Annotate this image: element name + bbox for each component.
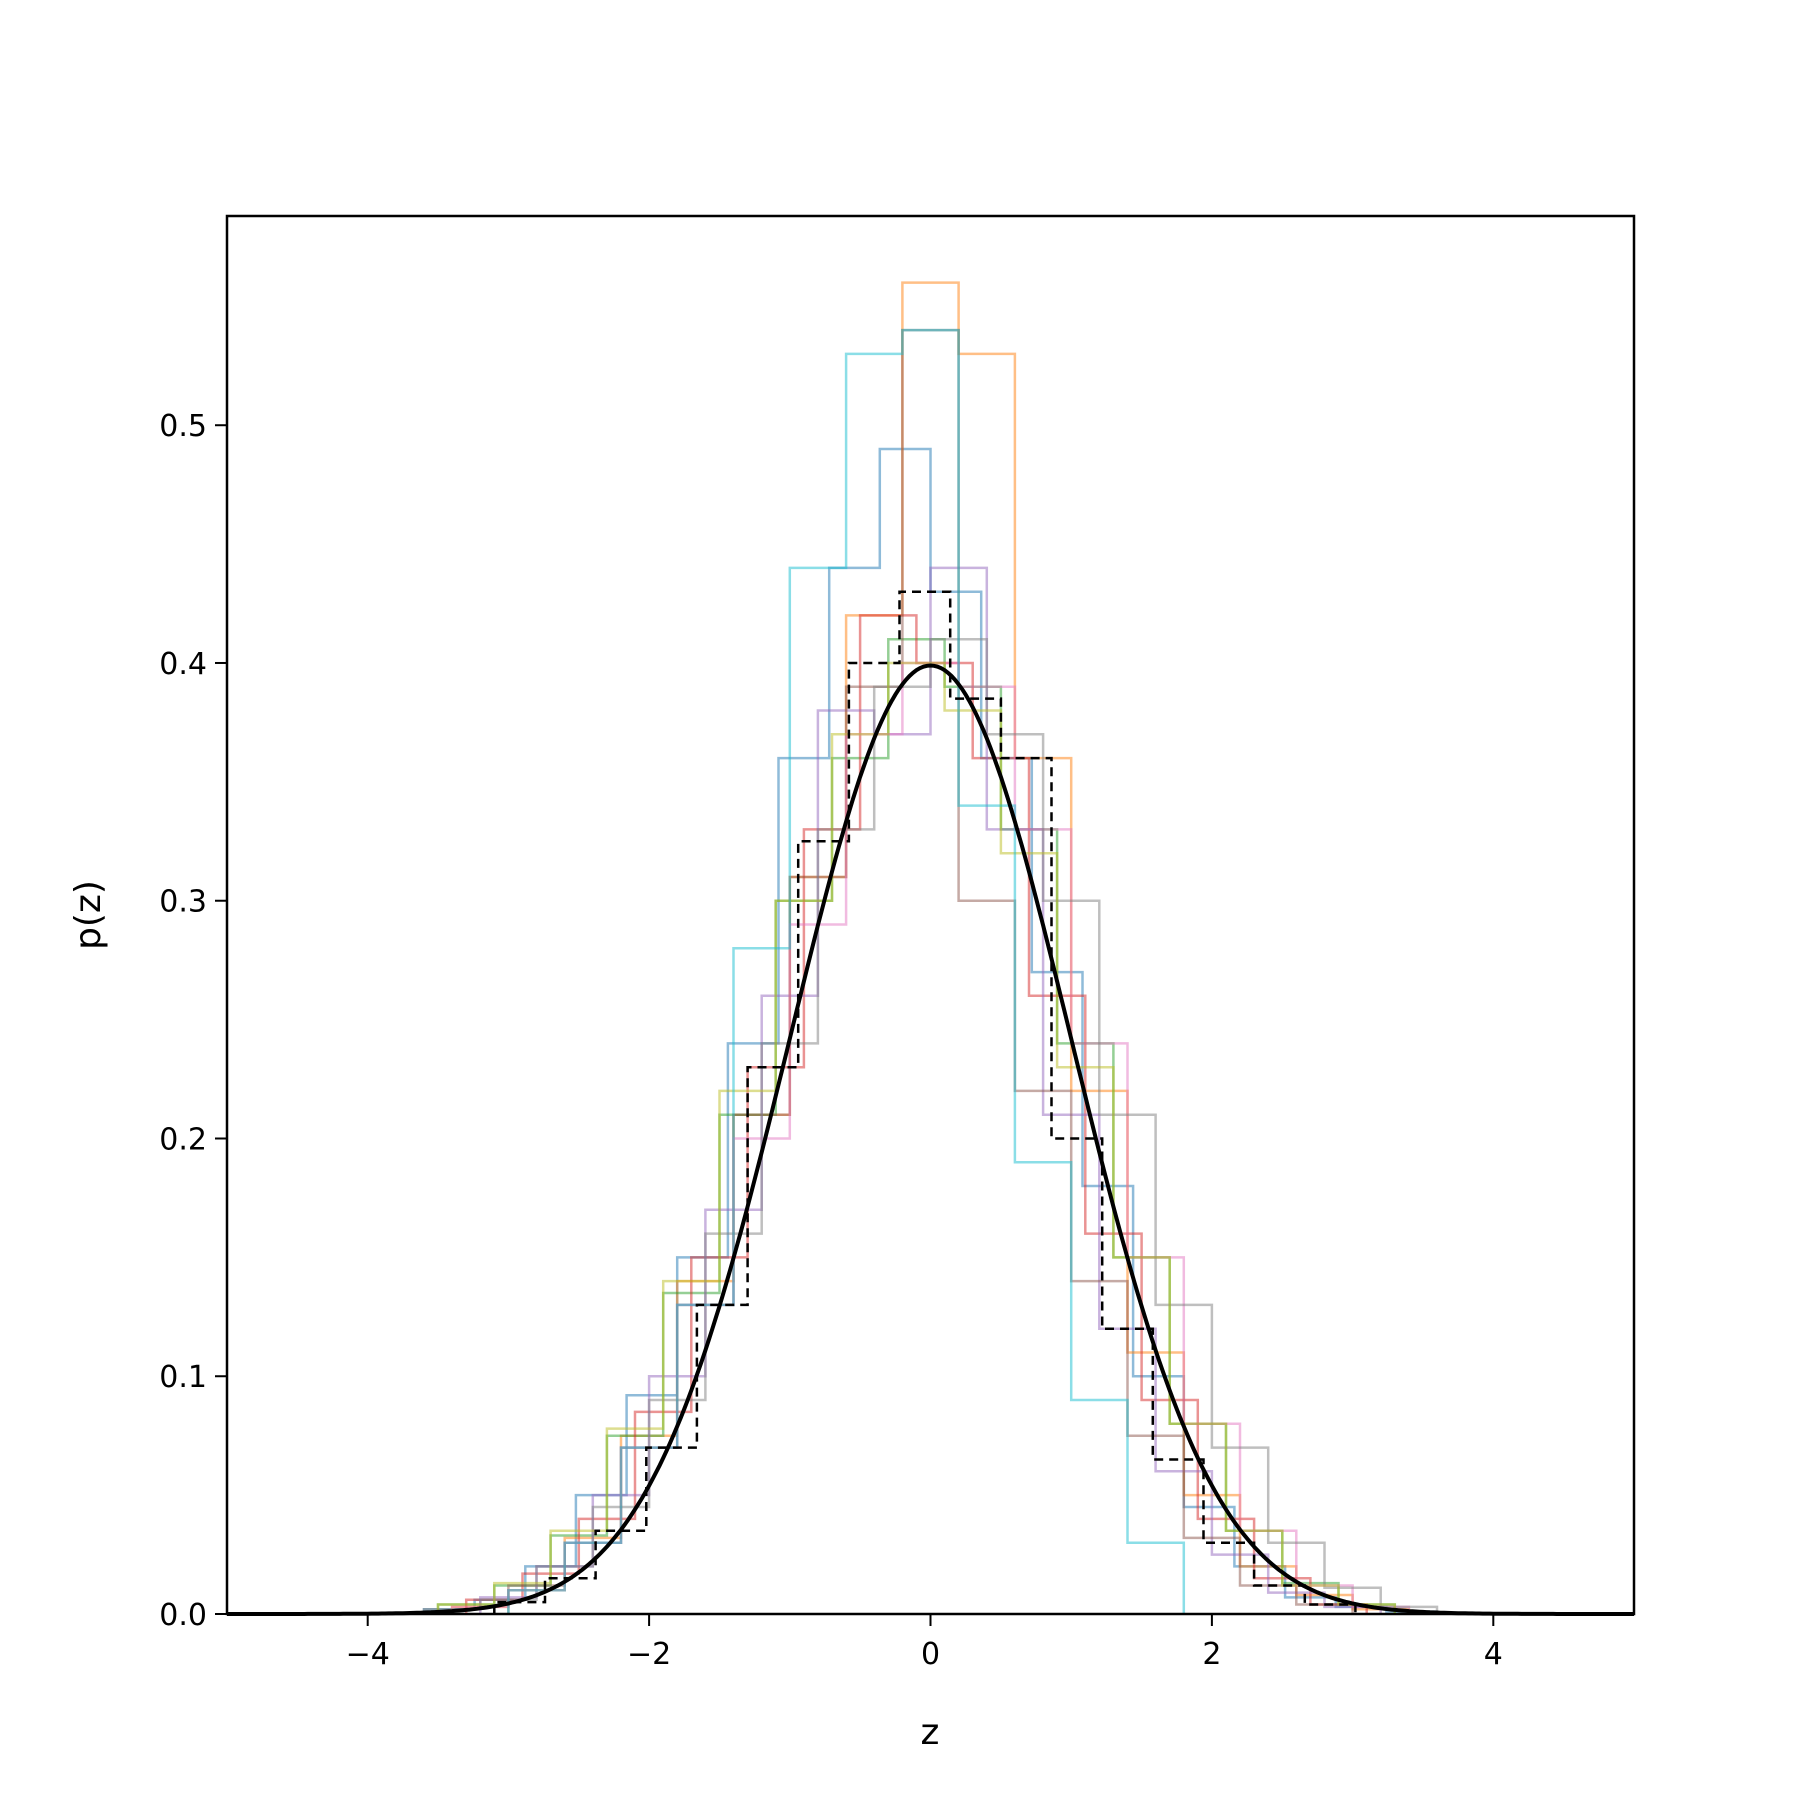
y-tick-label: 0.2 <box>159 1122 207 1157</box>
y-tick-label: 0.1 <box>159 1360 207 1395</box>
curve-layer <box>227 663 1634 1616</box>
y-tick-label: 0.4 <box>159 647 207 682</box>
y-axis-ticks: 0.0 0.1 0.2 0.3 0.4 0.5 <box>159 409 227 1633</box>
y-tick-label: 0.3 <box>159 885 207 920</box>
x-tick-label: −4 <box>346 1637 390 1672</box>
y-tick-label: 0.5 <box>159 409 207 444</box>
x-tick-label: 2 <box>1202 1637 1221 1672</box>
x-axis-label: z <box>921 1712 940 1753</box>
x-tick-label: 0 <box>921 1637 940 1672</box>
histogram-1 <box>422 447 1439 1614</box>
reference-histogram <box>493 590 1357 1614</box>
x-axis-ticks: −4 −2 0 2 4 <box>346 1614 1503 1672</box>
histogram-2 <box>450 281 1411 1614</box>
y-tick-label: 0.0 <box>159 1598 207 1633</box>
x-tick-label: −2 <box>627 1637 671 1672</box>
y-axis-label: p(z) <box>68 880 109 950</box>
normal-pdf-curve <box>227 663 1634 1616</box>
reference-histogram-layer <box>493 590 1357 1614</box>
x-tick-label: 4 <box>1484 1637 1503 1672</box>
